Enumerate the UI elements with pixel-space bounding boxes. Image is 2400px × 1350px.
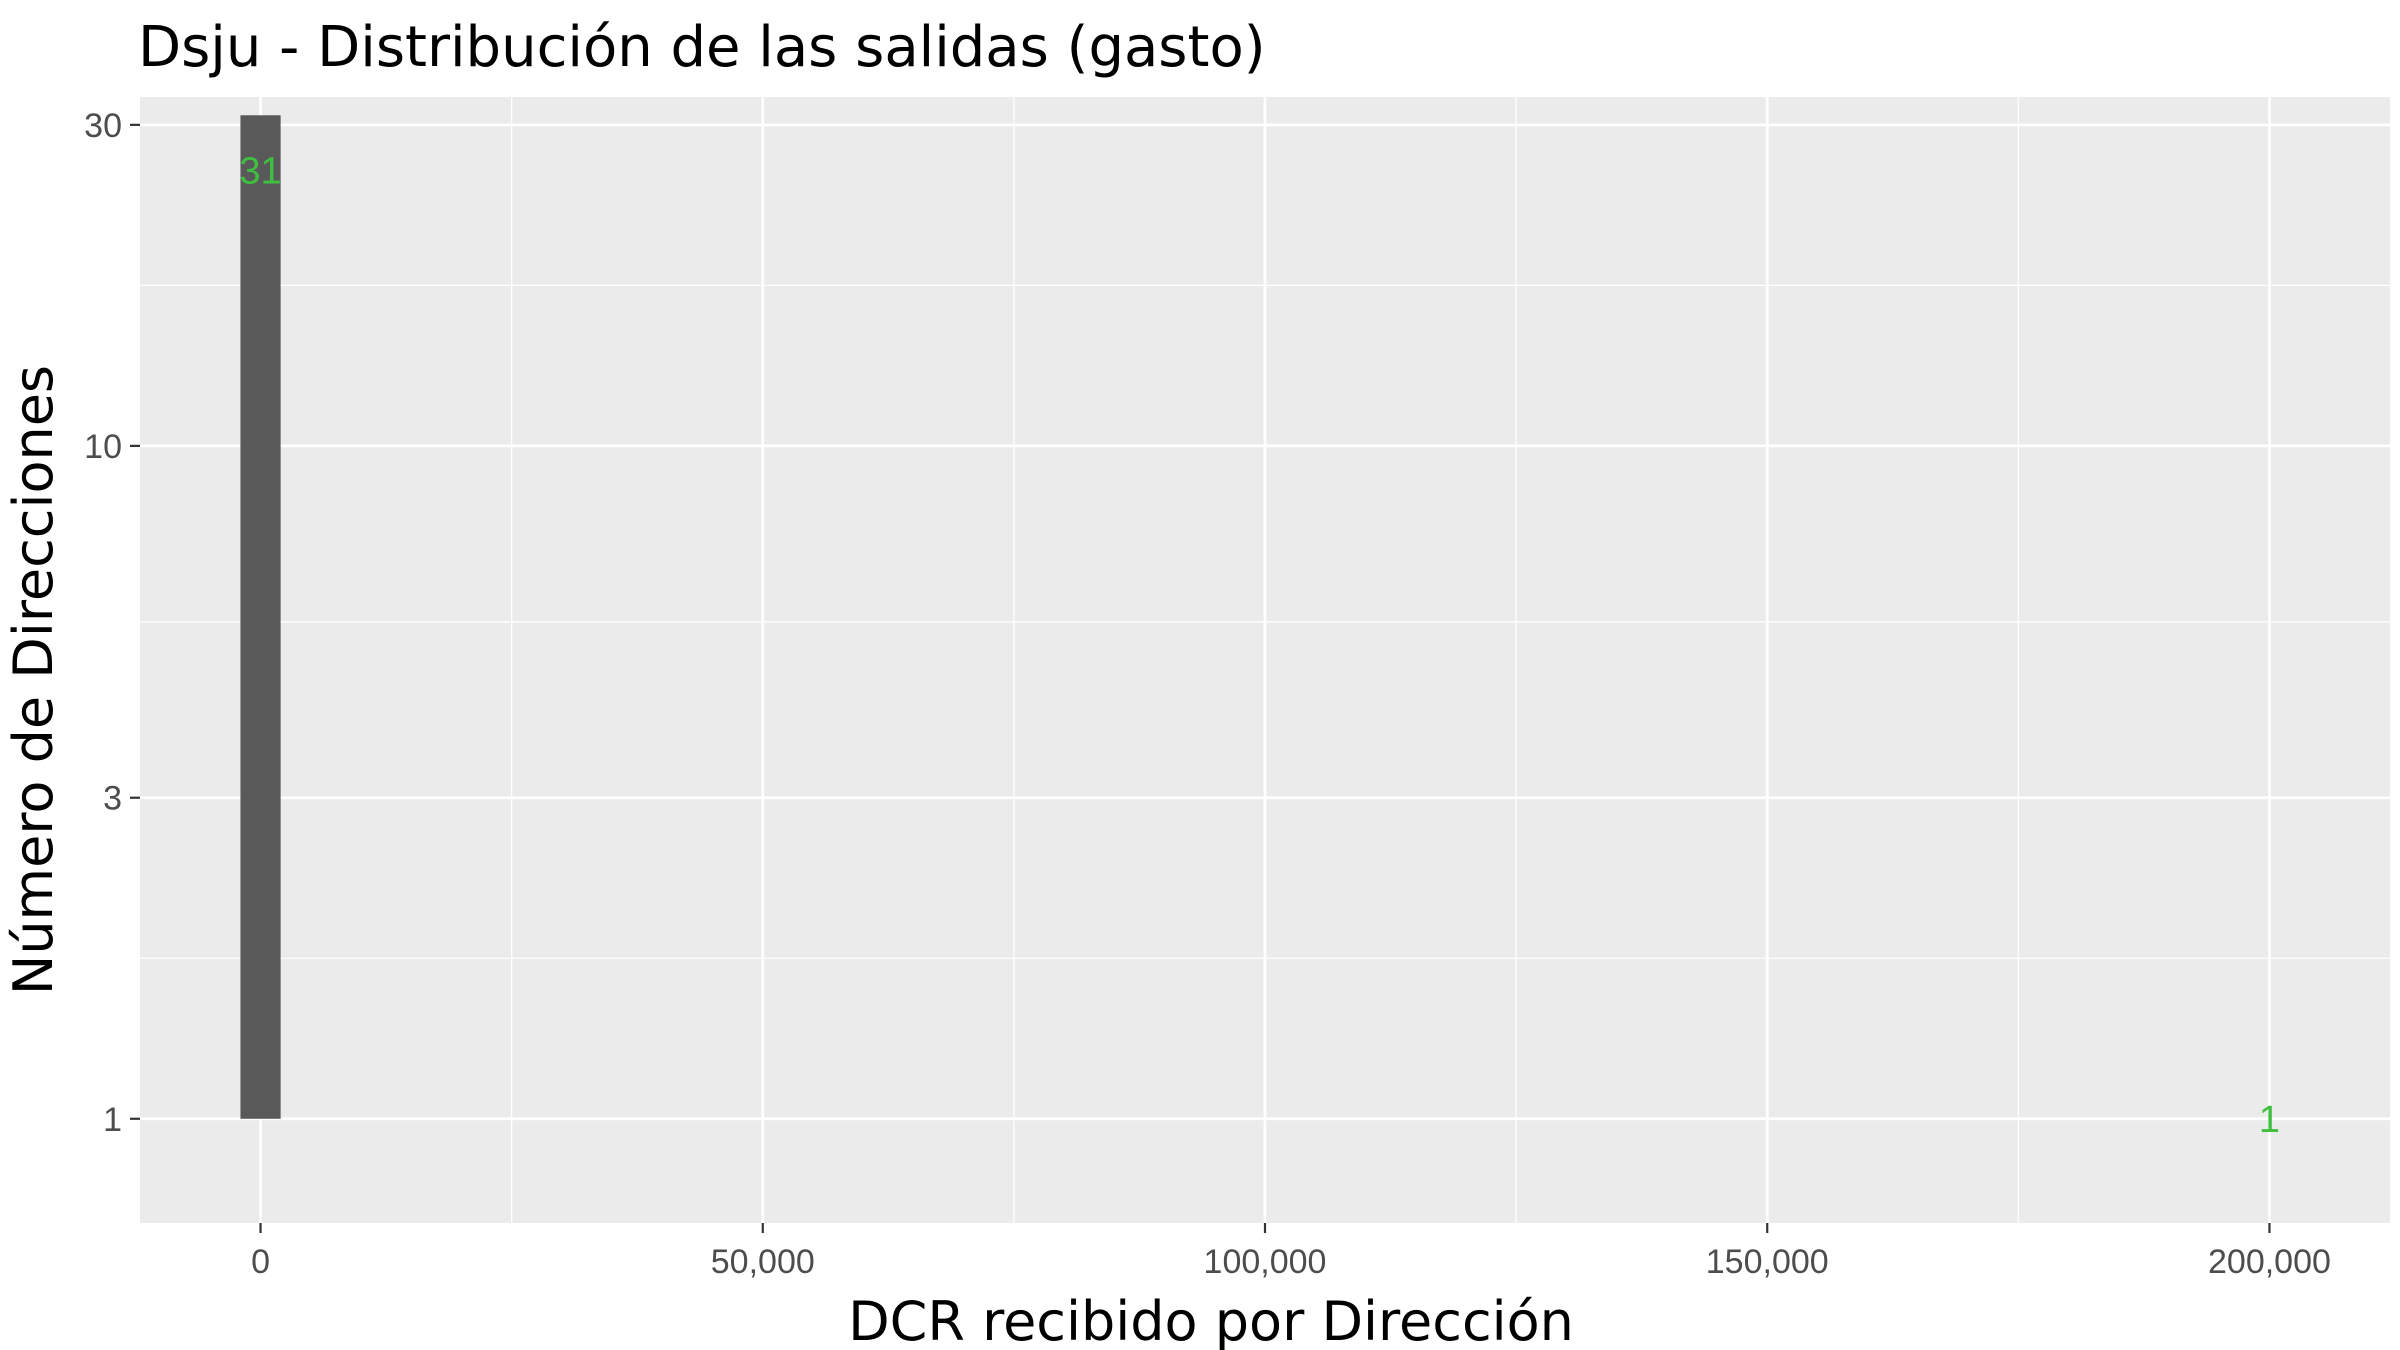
y-tick-label: 3 <box>103 780 122 818</box>
x-tick-label: 50,000 <box>711 1243 815 1281</box>
bars <box>240 115 281 1119</box>
bar-count-label: 31 <box>239 150 281 192</box>
y-tick-label: 1 <box>103 1101 122 1139</box>
y-tick-label: 30 <box>84 107 122 145</box>
x-tick-label: 200,000 <box>2208 1243 2331 1281</box>
y-axis: 1 3 10 30 <box>84 107 140 1139</box>
chart-title: Dsju - Distribución de las salidas (gast… <box>138 15 1266 80</box>
x-axis-title: DCR recibido por Dirección <box>848 1290 1574 1350</box>
y-tick-label: 10 <box>84 428 122 466</box>
data-labels: 31 1 <box>239 150 2280 1141</box>
x-tick-label: 100,000 <box>1204 1243 1327 1281</box>
y-axis-title: Número de Direcciones <box>2 365 65 995</box>
histogram-bar <box>240 115 281 1119</box>
bar-count-label: 1 <box>2259 1099 2280 1141</box>
x-axis: 0 50,000 100,000 150,000 200,000 <box>251 1223 2331 1281</box>
x-tick-label: 150,000 <box>1706 1243 1829 1281</box>
x-tick-label: 0 <box>251 1243 270 1281</box>
